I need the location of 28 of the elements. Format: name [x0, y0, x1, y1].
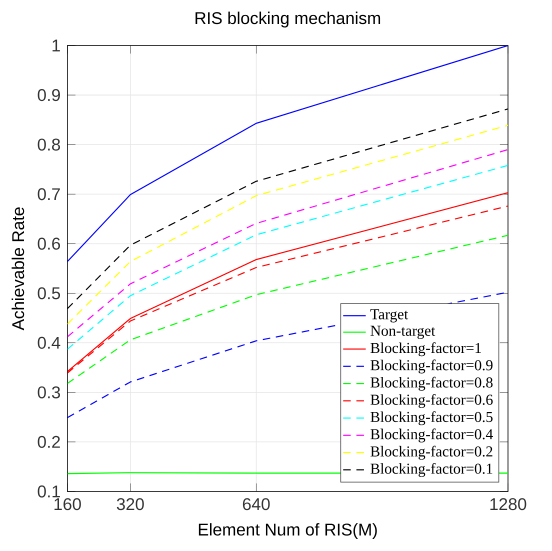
legend-label: Non-target [370, 326, 436, 340]
x-tick-label: 160 [54, 498, 81, 510]
legend-label: Target [370, 309, 408, 323]
line-series [67, 46, 508, 262]
legend-label: Blocking-factor=0.5 [370, 411, 493, 426]
legend-label: Blocking-factor=0.1 [370, 463, 492, 478]
y-tick-label: 0.8 [38, 138, 60, 151]
y-tick-label: 0.3 [38, 386, 60, 399]
y-tick-label: 0.1 [38, 486, 60, 498]
x-tick-label: 320 [116, 498, 144, 510]
y-tick-label: 0.7 [38, 188, 60, 200]
y-tick-label: 0.4 [38, 336, 60, 350]
y-tick-label: 0.2 [38, 436, 60, 448]
legend-label: Blocking-factor=0.4 [370, 428, 493, 443]
y-tick-label: 0.6 [38, 238, 60, 250]
chart-title: RIS blocking mechanism [196, 12, 380, 28]
legend-label: Blocking-factor=0.9 [370, 360, 493, 374]
legend-label: Blocking-factor=1 [370, 342, 481, 356]
y-tick-label: 0.9 [38, 89, 60, 102]
y-axis-title: Achievable Rate [12, 208, 24, 331]
legend-label: Blocking-factor=0.6 [370, 394, 493, 408]
x-tick-label: 640 [242, 498, 270, 510]
legend-label: Blocking-factor=0.8 [370, 376, 493, 391]
legend-label: Blocking-factor=0.2 [370, 446, 492, 460]
x-axis-title: Element Num of RIS(M) [198, 523, 377, 540]
x-tick-label: 1280 [490, 498, 526, 510]
y-tick-label: 0.5 [38, 287, 60, 300]
y-tick-label: 1 [52, 40, 60, 52]
